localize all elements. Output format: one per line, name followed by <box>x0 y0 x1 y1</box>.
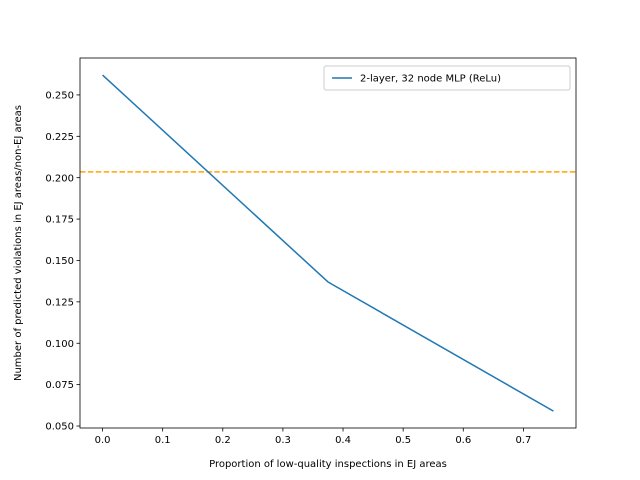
x-tick-label: 0.1 <box>155 435 171 446</box>
x-tick-label: 0.0 <box>95 435 111 446</box>
x-tick-label: 0.2 <box>215 435 231 446</box>
y-axis-label: Number of predicted violations in EJ are… <box>13 105 24 381</box>
y-tick-label: 0.100 <box>45 339 74 350</box>
y-tick-label: 0.050 <box>45 422 74 433</box>
y-tick-label: 0.150 <box>45 256 74 267</box>
y-tick-label: 0.075 <box>45 380 74 391</box>
legend: 2-layer, 32 node MLP (ReLu) <box>323 65 571 91</box>
x-tick-label: 0.3 <box>275 435 291 446</box>
legend-box <box>323 65 571 91</box>
y-tick-label: 0.125 <box>45 297 74 308</box>
x-tick-label: 0.7 <box>515 435 531 446</box>
y-tick-label: 0.225 <box>45 132 74 143</box>
series-lines <box>102 74 554 412</box>
y-tick-label: 0.250 <box>45 91 74 102</box>
x-axis-label: Proportion of low-quality inspections in… <box>209 459 447 470</box>
legend-label: 2-layer, 32 node MLP (ReLu) <box>360 74 501 85</box>
y-tick-label: 0.175 <box>45 215 74 226</box>
series-line <box>102 74 554 412</box>
y-axis-ticks: 0.050 0.075 0.100 0.125 0.150 0.175 0.200 0.225… <box>45 91 80 433</box>
plot-area-background <box>80 58 576 428</box>
x-tick-label: 0.4 <box>335 435 351 446</box>
x-axis-ticks: 0.0 0.1 0.2 0.3 0.4 0.5 0.6 0.7 <box>95 428 531 446</box>
plot-frame <box>79 57 577 429</box>
y-tick-label: 0.200 <box>45 173 74 184</box>
x-tick-label: 0.6 <box>455 435 471 446</box>
x-tick-label: 0.5 <box>395 435 411 446</box>
